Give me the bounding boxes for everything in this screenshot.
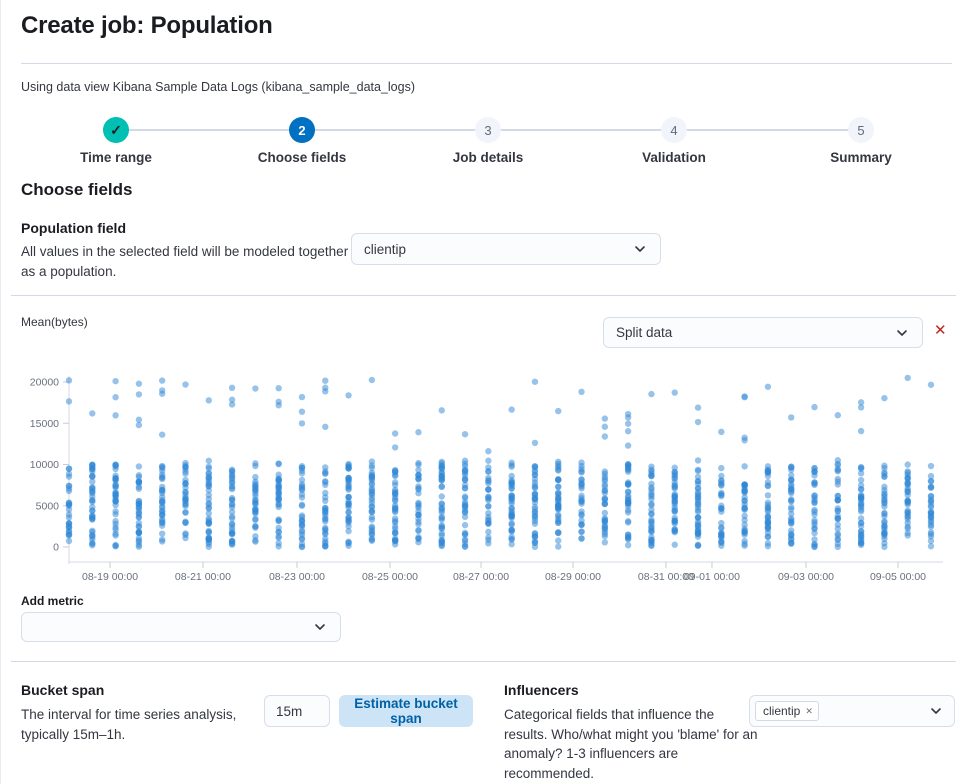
- page-title: Create job: Population: [21, 12, 273, 39]
- chevron-down-icon: [312, 619, 328, 635]
- header-divider: [21, 63, 952, 64]
- influencer-badge-label: clientip: [763, 704, 801, 718]
- check-icon: ✓: [110, 121, 122, 138]
- step-label-validation: Validation: [642, 150, 706, 165]
- svg-text:08-29 00:00: 08-29 00:00: [545, 571, 601, 583]
- svg-text:20000: 20000: [30, 377, 59, 389]
- svg-text:5000: 5000: [36, 500, 60, 512]
- influencer-badge-clientip[interactable]: clientip ✕: [755, 701, 819, 721]
- bucket-span-input[interactable]: [264, 695, 330, 727]
- step-label-summary: Summary: [830, 150, 892, 165]
- population-field-description: All values in the selected field will be…: [21, 244, 349, 279]
- svg-text:09-03 00:00: 09-03 00:00: [778, 571, 834, 583]
- step-job-details[interactable]: 3: [475, 117, 501, 143]
- step-summary[interactable]: 5: [848, 117, 874, 143]
- metric-title: Mean(bytes): [21, 315, 88, 329]
- step-label-choose-fields: Choose fields: [257, 150, 347, 165]
- svg-text:08-27 00:00: 08-27 00:00: [453, 571, 509, 583]
- badge-remove-icon[interactable]: ✕: [805, 705, 813, 716]
- estimate-bucket-span-button[interactable]: Estimate bucket span: [339, 695, 473, 727]
- section-heading: Choose fields: [21, 180, 133, 199]
- svg-text:08-31 00:00: 08-31 00:00: [638, 571, 694, 583]
- chevron-down-icon: [928, 703, 944, 719]
- svg-text:08-25 00:00: 08-25 00:00: [362, 571, 418, 583]
- step-number: 5: [857, 122, 865, 138]
- remove-metric-button[interactable]: ✕: [932, 321, 949, 340]
- split-data-select[interactable]: Split data: [603, 317, 923, 348]
- step-time-range[interactable]: ✓: [103, 117, 129, 143]
- section-divider: [11, 661, 956, 662]
- population-scatter-chart: 0 5000 10000 15000 20000 08-19 00:00 08-21 00:…: [30, 374, 943, 583]
- step-label-time-range: Time range: [80, 150, 152, 165]
- svg-text:10000: 10000: [30, 459, 59, 471]
- add-metric-select[interactable]: [21, 612, 341, 642]
- step-number: 4: [670, 122, 678, 138]
- step-number: 3: [484, 122, 492, 138]
- section-divider: [11, 295, 956, 296]
- population-field-value: clientip: [364, 241, 407, 257]
- svg-text:08-21 00:00: 08-21 00:00: [175, 571, 231, 583]
- step-validation[interactable]: 4: [661, 117, 687, 143]
- chevron-down-icon: [632, 241, 648, 257]
- chevron-down-icon: [894, 325, 910, 341]
- split-data-value: Split data: [616, 325, 673, 340]
- influencers-combobox[interactable]: clientip ✕: [749, 695, 955, 727]
- svg-text:09-01 00:00: 09-01 00:00: [684, 571, 740, 583]
- bucket-span-description: The interval for time series analysis, t…: [21, 707, 237, 742]
- population-field-label: Population field: [21, 220, 126, 236]
- population-field-select[interactable]: clientip: [351, 233, 661, 265]
- svg-text:08-23 00:00: 08-23 00:00: [269, 571, 325, 583]
- svg-text:15000: 15000: [30, 418, 59, 430]
- influencers-heading: Influencers: [504, 682, 579, 698]
- svg-text:08-19 00:00: 08-19 00:00: [82, 571, 138, 583]
- step-number: 2: [298, 122, 306, 138]
- step-label-job-details: Job details: [452, 150, 524, 165]
- data-view-subtitle: Using data view Kibana Sample Data Logs …: [21, 80, 415, 94]
- step-choose-fields[interactable]: 2: [289, 117, 315, 143]
- svg-text:09-05 00:00: 09-05 00:00: [870, 571, 926, 583]
- close-icon: ✕: [934, 322, 947, 339]
- bucket-span-heading: Bucket span: [21, 682, 105, 698]
- svg-text:0: 0: [53, 542, 59, 554]
- influencers-description: Categorical fields that influence the re…: [504, 707, 758, 781]
- add-metric-label: Add metric: [21, 594, 84, 608]
- population-chart-container: 0 5000 10000 15000 20000 08-19 00:00 08-21 00:…: [21, 368, 951, 593]
